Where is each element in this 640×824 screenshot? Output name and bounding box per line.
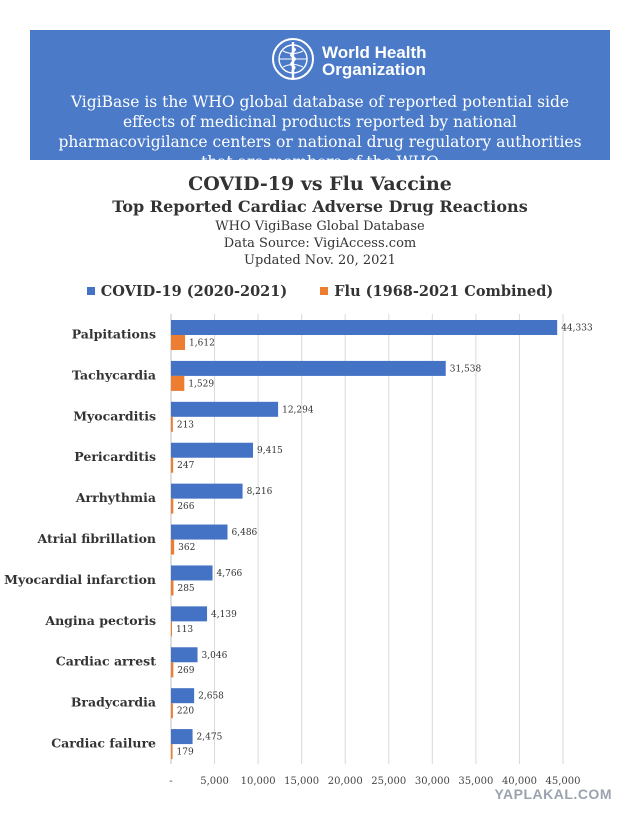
bar-covid	[171, 565, 213, 581]
bar-covid	[171, 442, 254, 458]
chart-title: COVID-19 vs Flu Vaccine	[188, 173, 452, 195]
chart-note-database: WHO VigiBase Global Database	[215, 219, 425, 234]
x-tick-label: -	[169, 776, 172, 787]
bar-flu	[171, 335, 186, 350]
bar-flu	[171, 539, 175, 555]
watermark: YAPLAKAL.COM	[494, 786, 612, 802]
data-label-flu: 213	[177, 420, 194, 430]
data-label-covid: 6,486	[232, 528, 258, 538]
category-label: Tachycardia	[72, 367, 156, 382]
bar-covid	[171, 360, 446, 376]
data-label-covid: 9,415	[257, 446, 283, 456]
data-label-covid: 2,658	[198, 692, 224, 702]
category-label: Myocardial infarction	[4, 572, 156, 587]
chart-note-updated: Updated Nov. 20, 2021	[244, 253, 396, 268]
banner-description: VigiBase is the WHO global database of r…	[58, 93, 582, 171]
data-label-flu: 1,529	[188, 379, 214, 389]
chart-legend: COVID-19 (2020-2021) Flu (1968-2021 Comb…	[0, 282, 640, 300]
category-label: Myocarditis	[73, 408, 156, 423]
bar-covid	[171, 524, 228, 540]
category-label: Bradycardia	[71, 695, 156, 710]
data-label-covid: 3,046	[202, 651, 228, 661]
x-tick-label: 15,000	[284, 776, 319, 787]
data-label-flu: 269	[177, 666, 194, 676]
data-label-flu: 362	[178, 543, 195, 553]
category-label: Atrial fibrillation	[37, 531, 157, 546]
data-label-covid: 4,766	[217, 569, 243, 579]
category-label: Pericarditis	[74, 449, 156, 464]
who-banner: World Health Organization VigiBase is th…	[30, 30, 610, 171]
chart-note-source: Data Source: VigiAccess.com	[223, 236, 417, 251]
chart-subtitle: Top Reported Cardiac Adverse Drug Reacti…	[112, 197, 528, 216]
data-label-flu: 179	[177, 748, 194, 758]
x-tick-label: 25,000	[371, 776, 406, 787]
bar-covid	[171, 606, 208, 622]
bar-covid	[171, 729, 193, 745]
who-logo: World Health Organization	[270, 36, 430, 82]
bar-covid	[171, 401, 279, 417]
legend-label-flu: Flu (1968-2021 Combined)	[334, 282, 554, 300]
chart-titles: COVID-19 vs Flu Vaccine Top Reported Car…	[0, 172, 640, 269]
x-tick-label: 20,000	[328, 776, 363, 787]
category-label: Angina pectoris	[44, 613, 156, 628]
x-tick-label: 35,000	[458, 776, 493, 787]
data-label-covid: 31,538	[450, 364, 482, 374]
bar-flu	[171, 498, 174, 514]
data-label-covid: 44,333	[561, 324, 593, 334]
bar-flu	[171, 457, 174, 473]
data-label-covid: 2,475	[197, 733, 223, 743]
x-tick-label: 5,000	[200, 776, 229, 787]
legend-item-flu: Flu (1968-2021 Combined)	[320, 283, 553, 300]
legend-item-covid: COVID-19 (2020-2021)	[86, 282, 288, 300]
bar-flu	[171, 621, 172, 637]
bar-covid	[171, 647, 198, 663]
bar-flu	[171, 375, 185, 391]
x-tick-label: 40,000	[502, 776, 537, 787]
data-label-covid: 4,139	[211, 610, 237, 620]
data-label-flu: 220	[177, 707, 194, 717]
bar-covid	[171, 320, 558, 335]
category-label: Palpitations	[72, 326, 156, 341]
bar-flu	[171, 703, 173, 719]
x-tick-label: 10,000	[241, 776, 276, 787]
data-label-covid: 12,294	[282, 405, 314, 415]
category-label: Cardiac arrest	[56, 654, 156, 669]
who-name-line2: Organization	[322, 60, 426, 79]
bar-flu	[171, 580, 174, 596]
x-tick-label: 30,000	[415, 776, 450, 787]
data-label-flu: 266	[177, 502, 194, 512]
legend-swatch-covid	[86, 287, 95, 295]
bar-covid	[171, 483, 243, 499]
legend-label-covid: COVID-19 (2020-2021)	[100, 282, 288, 300]
who-emblem-icon	[272, 38, 314, 80]
bar-flu	[171, 744, 173, 760]
bar-flu	[171, 416, 173, 432]
data-label-flu: 285	[177, 584, 194, 594]
who-name-line1: World Health	[322, 43, 427, 62]
legend-swatch-flu	[320, 287, 329, 295]
data-label-flu: 247	[177, 461, 194, 471]
data-label-flu: 1,612	[189, 339, 215, 349]
category-label: Cardiac failure	[51, 736, 156, 751]
data-label-flu: 113	[176, 625, 193, 635]
bar-covid	[171, 688, 195, 704]
bar-flu	[171, 662, 174, 678]
category-label: Arrhythmia	[75, 490, 156, 505]
x-tick-label: 45,000	[546, 776, 581, 787]
data-label-covid: 8,216	[247, 487, 273, 497]
who-name: World Health Organization	[322, 44, 427, 78]
